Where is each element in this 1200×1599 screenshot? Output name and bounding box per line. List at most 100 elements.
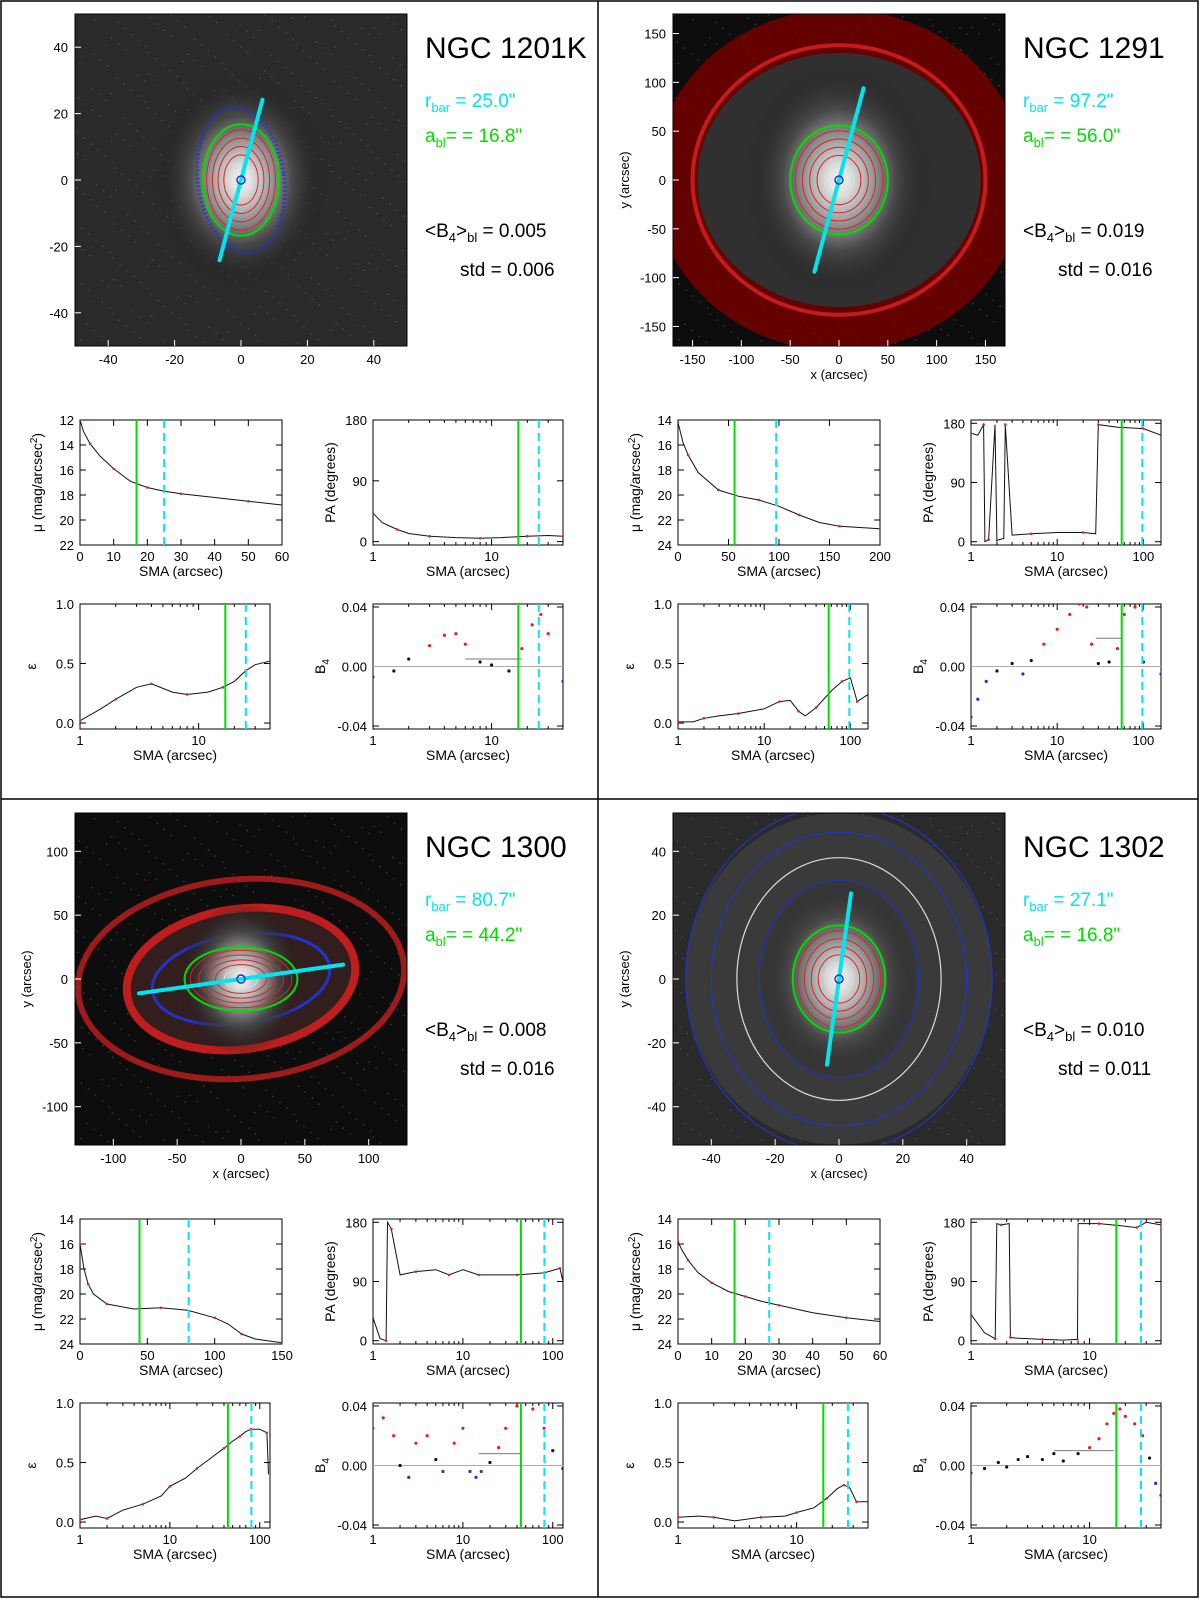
image-noise — [682, 902, 685, 904]
image-noise — [150, 315, 153, 317]
image-noise — [329, 852, 332, 854]
image-noise — [103, 189, 105, 192]
y-tick-label: 0.5 — [654, 657, 672, 672]
image-noise — [332, 1038, 335, 1040]
eps-data-point — [778, 700, 781, 703]
x-tick-label: 10 — [704, 1348, 718, 1363]
image-noise — [113, 1022, 116, 1024]
image-noise — [348, 36, 350, 39]
image-noise — [382, 996, 384, 998]
b4-x-axis-label: SMA (arcsec) — [426, 1546, 510, 1562]
image-noise — [984, 816, 987, 818]
image-noise — [986, 1113, 988, 1116]
image-noise — [162, 862, 164, 865]
pa-data-point — [1041, 1338, 1044, 1341]
eps-x-axis-label: SMA (arcsec) — [731, 747, 815, 763]
b4-data-point — [381, 1416, 385, 1420]
image-noise — [248, 1071, 250, 1074]
x-tick-label: 0 — [674, 1348, 681, 1363]
image-noise — [138, 838, 140, 841]
image-noise — [240, 322, 243, 324]
pa-x-axis-label: SMA (arcsec) — [1024, 1362, 1108, 1378]
image-noise — [86, 1122, 88, 1125]
image-noise — [294, 1058, 296, 1060]
image-noise — [681, 936, 683, 938]
image-noise — [169, 813, 172, 815]
image-noise — [150, 293, 152, 296]
b4-data-point — [1010, 661, 1014, 666]
image-noise — [81, 1026, 83, 1029]
image-noise — [141, 226, 143, 228]
image-noise — [277, 60, 279, 63]
image-noise — [257, 340, 260, 342]
image-noise — [209, 292, 212, 294]
image-noise — [366, 922, 368, 925]
b4-data-point — [1107, 660, 1111, 664]
b4-data-point — [530, 623, 534, 627]
image-noise — [388, 1113, 390, 1116]
image-noise — [151, 1058, 154, 1060]
image-noise — [119, 263, 121, 266]
image-noise — [360, 882, 363, 884]
image-noise — [381, 1107, 383, 1110]
image-noise — [85, 47, 88, 49]
image-noise — [137, 95, 139, 97]
image-noise — [141, 170, 144, 172]
pa-x-axis-label: SMA (arcsec) — [1024, 563, 1108, 579]
eps-data-point — [105, 1517, 109, 1520]
image-noise — [215, 332, 217, 335]
image-noise — [277, 82, 280, 84]
image-noise — [183, 81, 185, 84]
image-noise — [894, 342, 897, 344]
image-noise — [156, 822, 158, 824]
image-noise — [182, 60, 184, 63]
eps-plot-frame — [677, 1402, 869, 1529]
image-noise — [95, 1038, 97, 1041]
b4-data-point — [1068, 612, 1072, 617]
image-noise — [397, 153, 399, 156]
image-noise — [286, 308, 288, 311]
image-noise — [137, 894, 139, 896]
image-noise — [340, 86, 342, 89]
image-noise — [202, 1140, 204, 1143]
image-noise — [337, 1031, 340, 1033]
image-noise — [76, 930, 78, 932]
image-noise — [91, 87, 93, 90]
image-noise — [278, 26, 281, 28]
b4-data-point — [407, 657, 411, 661]
image-noise — [154, 912, 156, 915]
image-noise — [184, 1101, 186, 1103]
image-noise — [960, 48, 962, 51]
image-noise — [148, 176, 151, 178]
image-noise — [381, 253, 384, 255]
eps-data-point — [80, 1518, 82, 1521]
image-noise — [322, 102, 324, 105]
image-noise — [338, 176, 340, 179]
image-noise — [110, 994, 112, 997]
image-noise — [293, 1113, 295, 1116]
pa-data-point — [995, 539, 999, 542]
image-noise — [984, 73, 986, 75]
image-noise — [79, 62, 81, 65]
mu-data-point — [159, 1306, 163, 1310]
image-noise — [348, 835, 350, 838]
image-x-tick-label: -100 — [100, 1151, 126, 1166]
image-noise — [227, 1130, 229, 1133]
image-noise — [692, 295, 695, 297]
image-noise — [263, 70, 266, 72]
image-noise — [122, 139, 125, 141]
image-noise — [315, 96, 317, 99]
image-noise — [247, 328, 250, 330]
image-noise — [317, 1137, 319, 1140]
b4-data-point — [1112, 1411, 1116, 1416]
image-noise — [101, 280, 103, 282]
image-noise — [279, 1101, 281, 1104]
image-noise — [138, 1115, 141, 1117]
image-noise — [679, 1026, 681, 1029]
image-noise — [390, 169, 393, 171]
y-tick-label: 0.5 — [654, 1456, 672, 1471]
image-noise — [967, 54, 969, 57]
image-noise — [115, 932, 118, 934]
image-noise — [110, 92, 112, 95]
image-noise — [982, 906, 985, 908]
